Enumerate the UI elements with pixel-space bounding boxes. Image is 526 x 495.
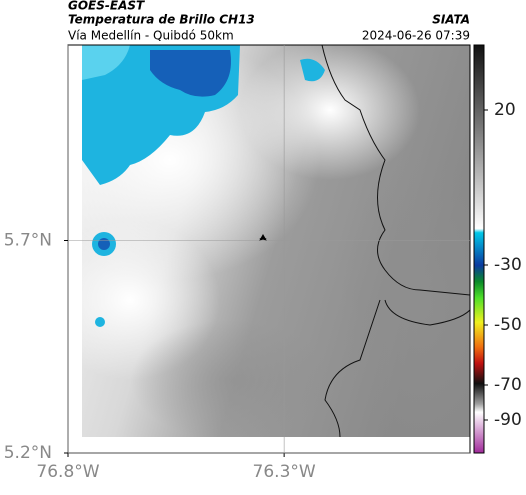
colorbar-tick-label: -70 [494,375,522,395]
x-tick-label: 76.8°W [36,462,99,482]
x-tick-label: 76.3°W [253,462,316,482]
colorbar-tick-label: -30 [494,255,522,275]
source: SIATA [432,13,470,27]
y-tick-label: 5.7°N [4,231,52,251]
colorbar-tick-label: 20 [494,100,516,120]
colorbar-tick-label: -50 [494,315,522,335]
satellite: GOES-EAST [68,0,145,13]
colorbar-ticks: 20 -30 -50 -70 -90 [484,100,522,430]
subtitle: Vía Medellín - Quibdó 50km [68,29,234,43]
y-tick-label: 5.2°N [4,443,52,463]
datetime: 2024-06-26 07:39 [362,29,470,43]
location-star [259,234,267,241]
title: Temperatura de Brillo CH13 [68,13,255,27]
satellite-image [82,45,470,437]
colorbar [473,44,485,454]
axis-ticks: 76.8°W 76.3°W 5.7°N 5.2°N [4,45,470,482]
colorbar-tick-label: -90 [494,410,522,430]
